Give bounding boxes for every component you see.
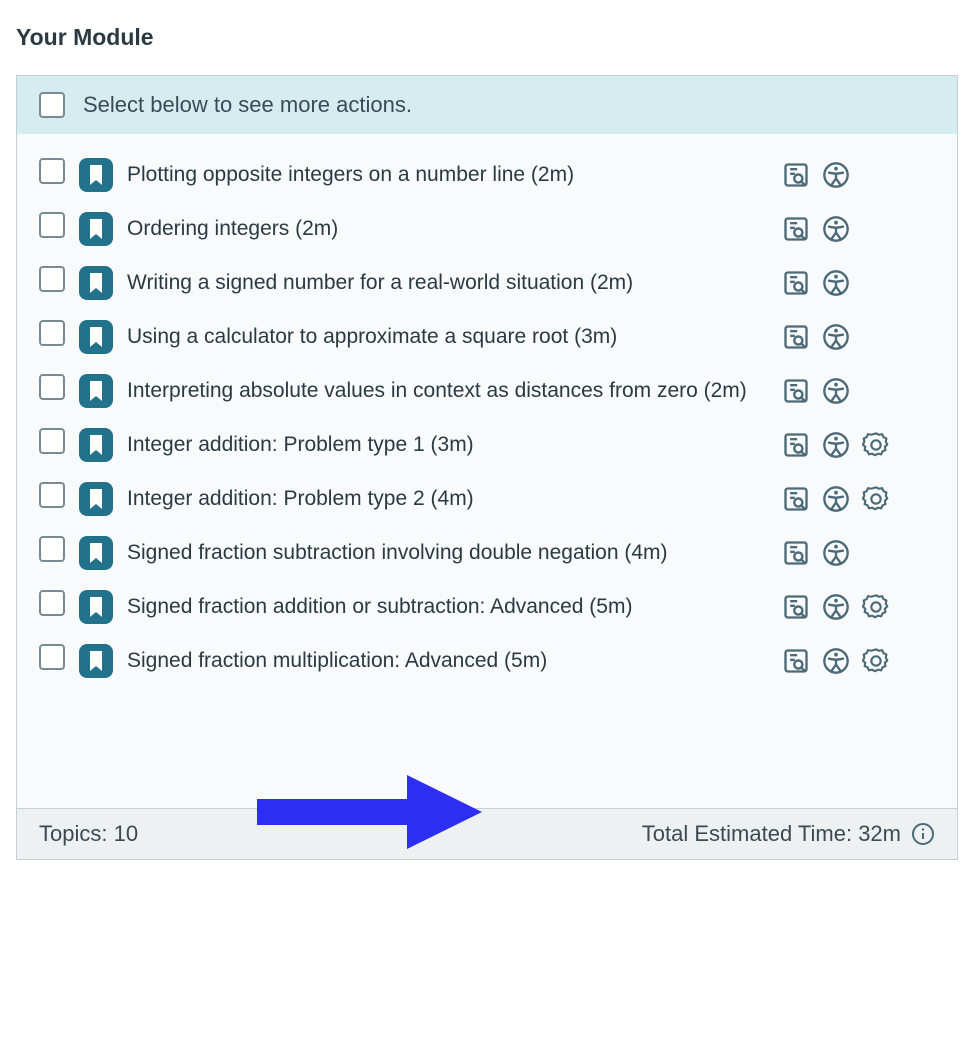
topic-checkbox[interactable] [39, 320, 65, 346]
topic-row: Using a calculator to approximate a squa… [39, 310, 935, 364]
preview-icon[interactable] [781, 430, 811, 460]
accessibility-icon[interactable] [821, 484, 851, 514]
bookmark-icon[interactable] [79, 212, 113, 246]
accessibility-icon[interactable] [821, 214, 851, 244]
bookmark-icon[interactable] [79, 158, 113, 192]
topic-checkbox[interactable] [39, 212, 65, 238]
topic-checkbox[interactable] [39, 266, 65, 292]
topic-row: Ordering integers (2m) [39, 202, 935, 256]
bookmark-icon[interactable] [79, 482, 113, 516]
topic-checkbox[interactable] [39, 482, 65, 508]
topic-title[interactable]: Interpreting absolute values in context … [127, 374, 767, 405]
topic-action-icons [781, 428, 891, 460]
bookmark-icon[interactable] [79, 428, 113, 462]
footer-bar: Topics: 10 Total Estimated Time: 32m [17, 808, 957, 859]
topic-title[interactable]: Signed fraction multiplication: Advanced… [127, 644, 767, 675]
topic-checkbox[interactable] [39, 644, 65, 670]
topic-action-icons [781, 374, 851, 406]
topic-row: Integer addition: Problem type 2 (4m) [39, 472, 935, 526]
topic-checkbox[interactable] [39, 428, 65, 454]
topic-row: Plotting opposite integers on a number l… [39, 148, 935, 202]
topic-row: Signed fraction subtraction involving do… [39, 526, 935, 580]
preview-icon[interactable] [781, 376, 811, 406]
topic-row: Interpreting absolute values in context … [39, 364, 935, 418]
accessibility-icon[interactable] [821, 322, 851, 352]
preview-icon[interactable] [781, 592, 811, 622]
topic-action-icons [781, 212, 851, 244]
accessibility-icon[interactable] [821, 160, 851, 190]
accessibility-icon[interactable] [821, 430, 851, 460]
module-container: Select below to see more actions. Plotti… [16, 75, 958, 860]
topic-action-icons [781, 536, 851, 568]
select-all-label: Select below to see more actions. [83, 92, 412, 118]
topic-checkbox[interactable] [39, 536, 65, 562]
topic-action-icons [781, 266, 851, 298]
topic-title[interactable]: Integer addition: Problem type 1 (3m) [127, 428, 767, 459]
topic-checkbox[interactable] [39, 374, 65, 400]
total-time: Total Estimated Time: 32m [642, 821, 901, 847]
preview-icon[interactable] [781, 214, 811, 244]
topic-row: Integer addition: Problem type 1 (3m) [39, 418, 935, 472]
topic-title[interactable]: Integer addition: Problem type 2 (4m) [127, 482, 767, 513]
bookmark-icon[interactable] [79, 644, 113, 678]
topic-row: Signed fraction addition or subtraction:… [39, 580, 935, 634]
topic-title[interactable]: Ordering integers (2m) [127, 212, 767, 243]
award-icon[interactable] [861, 430, 891, 460]
topic-checkbox[interactable] [39, 590, 65, 616]
topic-title[interactable]: Plotting opposite integers on a number l… [127, 158, 767, 189]
preview-icon[interactable] [781, 646, 811, 676]
info-icon[interactable] [911, 822, 935, 846]
preview-icon[interactable] [781, 322, 811, 352]
topics-count: Topics: 10 [39, 821, 138, 847]
award-icon[interactable] [861, 484, 891, 514]
topic-title[interactable]: Writing a signed number for a real-world… [127, 266, 767, 297]
topic-row: Writing a signed number for a real-world… [39, 256, 935, 310]
accessibility-icon[interactable] [821, 538, 851, 568]
topic-row: Signed fraction multiplication: Advanced… [39, 634, 935, 688]
page-title: Your Module [16, 24, 958, 51]
bookmark-icon[interactable] [79, 320, 113, 354]
topic-title[interactable]: Using a calculator to approximate a squa… [127, 320, 767, 351]
topic-action-icons [781, 482, 891, 514]
topic-checkbox[interactable] [39, 158, 65, 184]
preview-icon[interactable] [781, 160, 811, 190]
bookmark-icon[interactable] [79, 590, 113, 624]
topic-action-icons [781, 320, 851, 352]
topic-action-icons [781, 158, 851, 190]
select-all-checkbox[interactable] [39, 92, 65, 118]
bookmark-icon[interactable] [79, 536, 113, 570]
preview-icon[interactable] [781, 538, 811, 568]
accessibility-icon[interactable] [821, 268, 851, 298]
topic-title[interactable]: Signed fraction addition or subtraction:… [127, 590, 767, 621]
bookmark-icon[interactable] [79, 266, 113, 300]
accessibility-icon[interactable] [821, 592, 851, 622]
topic-action-icons [781, 590, 891, 622]
award-icon[interactable] [861, 592, 891, 622]
accessibility-icon[interactable] [821, 646, 851, 676]
select-all-bar: Select below to see more actions. [17, 76, 957, 134]
award-icon[interactable] [861, 646, 891, 676]
topic-list: Plotting opposite integers on a number l… [17, 134, 957, 808]
topic-title[interactable]: Signed fraction subtraction involving do… [127, 536, 767, 567]
preview-icon[interactable] [781, 268, 811, 298]
bookmark-icon[interactable] [79, 374, 113, 408]
topic-action-icons [781, 644, 891, 676]
accessibility-icon[interactable] [821, 376, 851, 406]
preview-icon[interactable] [781, 484, 811, 514]
